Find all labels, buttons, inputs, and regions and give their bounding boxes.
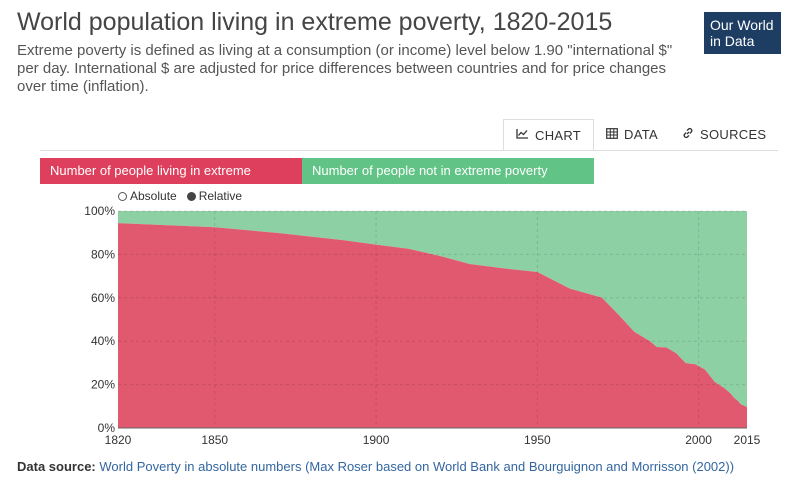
x-tick-label: 1900 [363,433,390,447]
y-tick-label: 40% [91,334,115,348]
series-area-not-in-poverty [118,211,747,408]
legend-item-poverty[interactable]: Number of people living in extreme pover… [40,158,302,204]
x-tick-label: 1820 [105,433,132,447]
chart-title: World population living in extreme pover… [17,8,613,36]
tab-sources[interactable]: SOURCES [670,119,779,151]
y-tick-label: 100% [84,204,115,218]
x-tick-label: 2015 [734,433,761,447]
radio-relative-label: Relative [198,189,243,203]
logo-line-2: in Data [710,33,755,49]
data-source-label: Data source: [17,459,96,474]
logo-line-1: Our World [710,17,774,33]
radio-absolute-label: Absolute [130,189,177,203]
series-area-poverty [118,223,747,428]
data-source-link[interactable]: World Poverty in absolute numbers (Max R… [99,459,735,474]
x-tick-label: 1850 [201,433,228,447]
legend-item-not-poverty[interactable]: Number of people not in extreme poverty [302,158,594,184]
data-source: Data source: World Poverty in absolute n… [17,458,777,475]
x-tick-label: 2000 [685,433,712,447]
radio-relative-circle [186,191,196,201]
radio-absolute[interactable]: Absolute [118,189,177,203]
tab-data[interactable]: DATA [594,119,670,151]
y-tick-label: 0% [98,421,116,435]
y-tick-label: 20% [91,378,115,392]
tab-data-label: DATA [624,127,658,142]
view-tabs: CHART DATA SOURCES [503,119,779,151]
tab-divider [40,150,776,151]
y-tick-label: 60% [91,291,115,305]
table-icon [606,127,618,142]
radio-absolute-circle [118,191,127,201]
tab-sources-label: SOURCES [700,127,767,142]
owid-logo[interactable]: Our World in Data [704,12,781,54]
tab-chart-label: CHART [535,127,582,143]
chart-line-icon [516,128,529,142]
chart-legend: Number of people living in extreme pover… [40,158,594,204]
y-tick-label: 80% [91,247,115,261]
chart-subtitle: Extreme poverty is defined as living at … [17,42,673,95]
x-tick-label: 1950 [524,433,551,447]
mode-toggle: Absolute Relative [118,189,252,203]
radio-relative[interactable]: Relative [186,189,243,203]
link-icon [682,127,694,142]
